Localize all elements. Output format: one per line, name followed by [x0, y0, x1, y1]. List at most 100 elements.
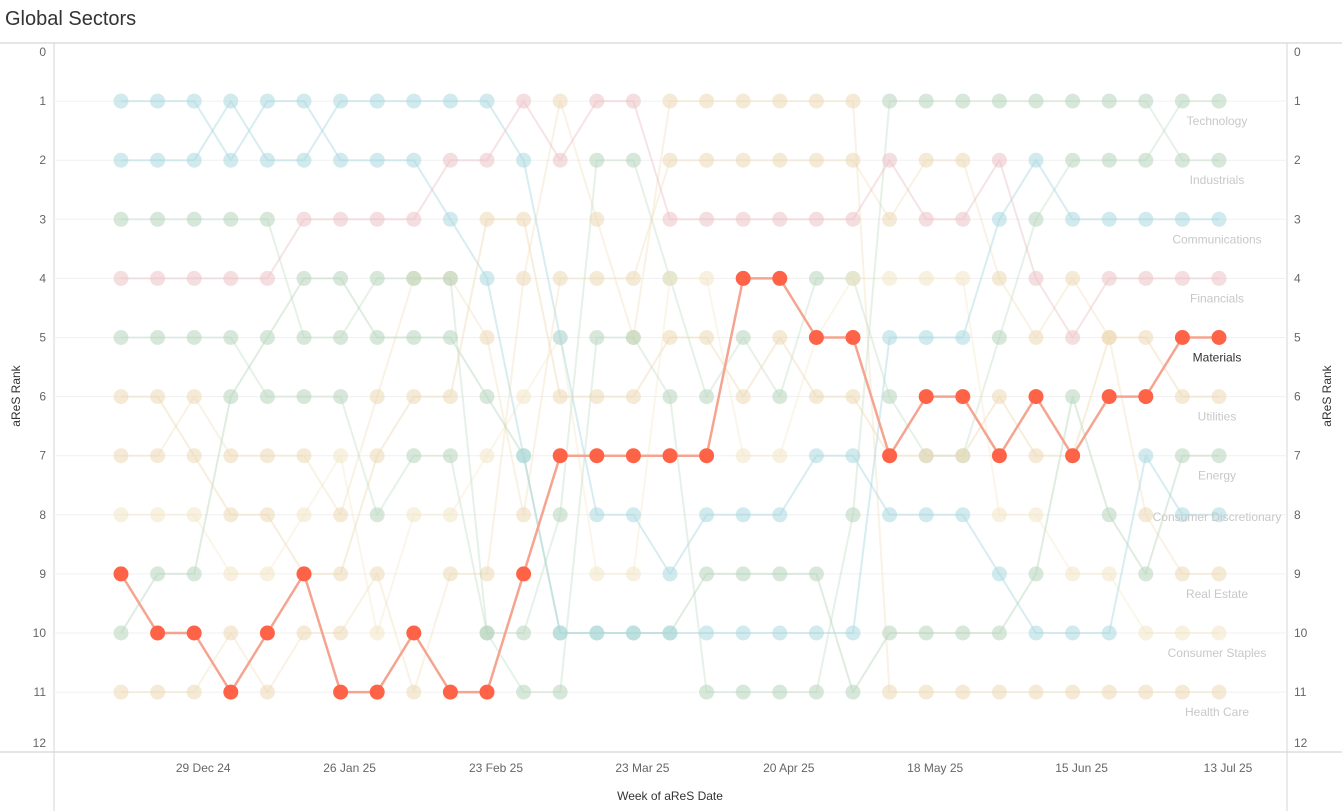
- data-point: [845, 270, 861, 286]
- data-point: [735, 507, 751, 523]
- data-point: [1101, 211, 1117, 227]
- data-point: [991, 448, 1007, 464]
- data-point: [772, 507, 788, 523]
- data-point: [1138, 330, 1154, 345]
- data-point: [735, 211, 751, 227]
- data-point: [1065, 625, 1081, 641]
- data-point: [296, 93, 312, 109]
- data-point: [186, 507, 202, 523]
- data-point: [442, 566, 458, 582]
- data-point: [333, 211, 349, 227]
- data-point: [552, 684, 568, 700]
- data-point: [479, 211, 495, 227]
- data-point: [479, 448, 495, 464]
- data-point: [479, 389, 495, 405]
- data-point: [772, 684, 788, 700]
- data-point: [186, 625, 202, 641]
- series-label: Health Care: [1185, 705, 1249, 719]
- data-point: [442, 389, 458, 405]
- y-tick-label-right: 2: [1294, 153, 1301, 167]
- data-point: [589, 389, 605, 405]
- data-point: [1101, 684, 1117, 700]
- data-point: [735, 389, 751, 405]
- data-point: [150, 389, 166, 405]
- data-point: [1028, 389, 1044, 405]
- data-point: [1065, 270, 1081, 286]
- data-point: [1138, 625, 1154, 641]
- data-point: [991, 152, 1007, 168]
- y-axis-title-left: aReS Rank: [9, 364, 23, 426]
- data-point: [369, 152, 385, 168]
- data-point: [406, 211, 422, 227]
- data-point: [955, 211, 971, 227]
- series-consumer-discretionary: [113, 152, 1227, 582]
- data-point: [552, 270, 568, 286]
- data-point: [369, 211, 385, 227]
- data-point: [625, 448, 641, 464]
- data-point: [479, 330, 495, 345]
- data-point: [259, 330, 275, 345]
- data-point: [1028, 330, 1044, 345]
- data-point: [772, 93, 788, 109]
- data-point: [259, 507, 275, 523]
- data-point: [186, 448, 202, 464]
- data-point: [918, 684, 934, 700]
- data-point: [589, 152, 605, 168]
- data-point: [552, 507, 568, 523]
- data-point: [223, 270, 239, 286]
- data-point: [1138, 684, 1154, 700]
- y-tick-label-right: 3: [1294, 212, 1301, 226]
- data-point: [296, 152, 312, 168]
- data-point: [1065, 684, 1081, 700]
- data-point: [1101, 152, 1117, 168]
- data-point: [991, 93, 1007, 109]
- data-point: [1065, 330, 1081, 345]
- data-point: [625, 507, 641, 523]
- data-point: [186, 152, 202, 168]
- data-point: [625, 389, 641, 405]
- data-point: [808, 152, 824, 168]
- data-point: [625, 93, 641, 109]
- data-point: [259, 211, 275, 227]
- data-point: [699, 625, 715, 641]
- data-point: [1174, 448, 1190, 464]
- data-point: [589, 270, 605, 286]
- data-point: [735, 448, 751, 464]
- data-point: [1028, 270, 1044, 286]
- y-tick-label-left: 6: [39, 390, 46, 404]
- data-point: [552, 152, 568, 168]
- data-point: [991, 211, 1007, 227]
- data-point: [479, 684, 495, 700]
- data-point: [882, 330, 898, 345]
- x-tick-label: 15 Jun 25: [1055, 761, 1108, 775]
- series-financials: [113, 93, 1227, 345]
- data-point: [772, 270, 788, 286]
- data-point: [150, 566, 166, 582]
- data-point: [1065, 389, 1081, 405]
- data-point: [186, 566, 202, 582]
- data-point: [516, 684, 532, 700]
- data-point: [150, 330, 166, 345]
- data-point: [1211, 507, 1227, 523]
- y-tick-label-left: 5: [39, 331, 46, 345]
- series-consumer-staples: [113, 93, 1227, 700]
- data-point: [1138, 389, 1154, 405]
- data-point: [479, 270, 495, 286]
- data-point: [479, 625, 495, 641]
- data-point: [955, 507, 971, 523]
- data-point: [516, 270, 532, 286]
- data-point: [735, 566, 751, 582]
- data-point: [699, 211, 715, 227]
- data-point: [113, 270, 129, 286]
- data-point: [223, 211, 239, 227]
- data-point: [918, 625, 934, 641]
- data-point: [479, 93, 495, 109]
- data-point: [369, 389, 385, 405]
- x-tick-label: 29 Dec 24: [176, 761, 231, 775]
- background-series: [113, 93, 1227, 700]
- data-point: [918, 448, 934, 464]
- data-point: [369, 625, 385, 641]
- data-point: [699, 566, 715, 582]
- series-line: [121, 100, 1219, 634]
